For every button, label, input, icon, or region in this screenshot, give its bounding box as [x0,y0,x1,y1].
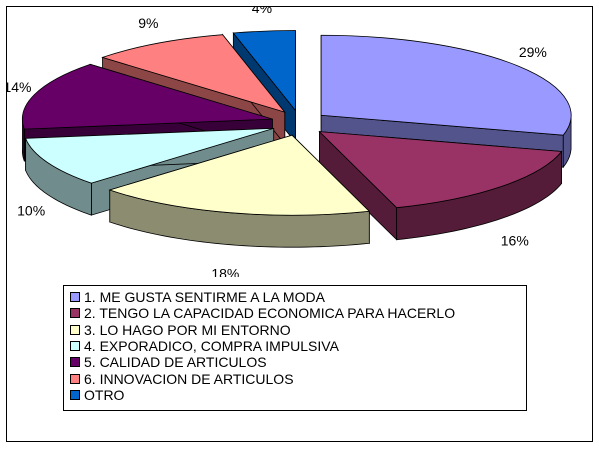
slice-4-percent-label: 10% [17,202,45,218]
slice-2-percent-label: 16% [501,232,529,248]
slice-6-percent-label: 9% [138,15,158,31]
slice-7-percent-label: 4% [252,7,272,16]
legend-swatch-7 [70,389,80,400]
legend-swatch-5 [70,357,80,368]
legend-item-4: 4. EXPORADICO, COMPRA IMPULSIVA [70,338,526,354]
slice-3-percent-label: 18% [211,265,239,277]
legend-label-5: 5. CALIDAD DE ARTICULOS [84,354,267,371]
legend-swatch-3 [70,324,80,335]
legend: 1. ME GUSTA SENTIRME A LA MODA 2. TENGO L… [63,285,527,411]
slice-2 [318,130,563,241]
slice-5-percent-label: 14% [7,79,32,95]
legend-label-6: 6. INNOVACION DE ARTICULOS [84,370,294,387]
pie-chart: 29% 16% 18% 10% 14% 9% 4% [7,7,572,277]
legend-swatch-4 [70,341,80,352]
legend-item-7: OTRO [70,387,526,403]
legend-label-4: 4. EXPORADICO, COMPRA IMPULSIVA [84,338,339,355]
legend-swatch-6 [70,373,80,384]
legend-label-1: 1. ME GUSTA SENTIRME A LA MODA [84,289,325,306]
legend-swatch-2 [70,308,80,319]
legend-item-2: 2. TENGO LA CAPACIDAD ECONOMICA PARA HAC… [70,305,526,321]
legend-item-1: 1. ME GUSTA SENTIRME A LA MODA [70,289,526,305]
legend-label-3: 3. LO HAGO POR MI ENTORNO [84,321,291,338]
legend-item-3: 3. LO HAGO POR MI ENTORNO [70,322,526,338]
legend-label-7: OTRO [84,386,125,403]
slice-1-percent-label: 29% [519,44,547,60]
legend-label-2: 2. TENGO LA CAPACIDAD ECONOMICA PARA HAC… [84,305,456,322]
legend-item-6: 6. INNOVACION DE ARTICULOS [70,370,526,387]
legend-swatch-1 [70,292,80,303]
legend-item-5: 5. CALIDAD DE ARTICULOS [70,354,526,370]
slice-3 [108,134,371,248]
chart-area: 29% 16% 18% 10% 14% 9% 4% 1. ME GUSTA SENTIRME… [6,6,593,442]
